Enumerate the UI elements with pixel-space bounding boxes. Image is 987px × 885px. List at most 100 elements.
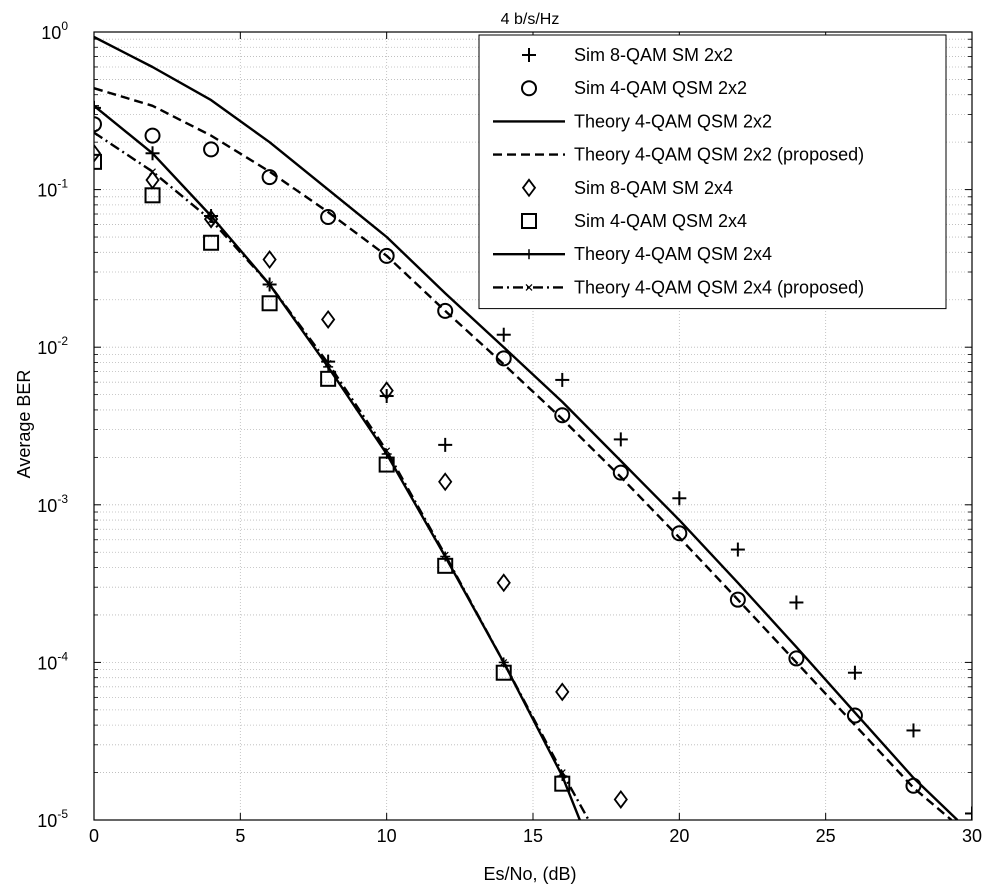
x-tick-label: 30 [962, 826, 982, 846]
circle-marker [144, 127, 161, 144]
legend-label: Sim 4-QAM QSM 2x2 [574, 78, 747, 98]
series-4 [94, 87, 953, 820]
circle-marker [554, 407, 571, 424]
square-marker [144, 187, 161, 204]
diamond-point [438, 472, 453, 492]
square-marker [94, 153, 102, 170]
x-marker-b [266, 281, 274, 288]
x-tick-label: 10 [377, 826, 397, 846]
line-point [94, 100, 99, 111]
y-tick-label: 10-4 [37, 649, 68, 673]
circle-point [671, 525, 688, 542]
x-marker-b [525, 283, 533, 291]
legend-entry: Sim 8-QAM SM 2x2 [522, 45, 733, 65]
diamond-marker [94, 143, 102, 163]
circle-point [437, 302, 454, 319]
circle-point [788, 650, 805, 667]
legend-box [478, 34, 947, 310]
legend-symbol [521, 213, 537, 229]
legend-entry: Theory 4-QAM QSM 2x2 [493, 111, 772, 131]
series-line [94, 87, 953, 820]
y-tick-label: 100 [41, 19, 68, 43]
square-point [94, 153, 102, 170]
line-point [500, 658, 508, 666]
series-2 [94, 116, 922, 794]
circle-marker [261, 169, 278, 186]
diamond-point [379, 381, 394, 401]
square-marker [261, 295, 278, 312]
line-point [383, 447, 391, 455]
line-point [207, 216, 215, 224]
legend-label: Sim 8-QAM SM 2x4 [574, 178, 733, 198]
diamond-point [496, 573, 511, 593]
plus-point [94, 100, 101, 115]
circle-point [203, 141, 220, 158]
legend-entry: Sim 4-QAM QSM 2x2 [521, 78, 747, 98]
x-tick-label: 0 [89, 826, 99, 846]
circle-point [94, 116, 102, 133]
circle-point [320, 209, 337, 226]
circle-marker [671, 525, 688, 542]
diamond-point [94, 143, 102, 163]
circle-marker [203, 141, 220, 158]
diamond-marker [262, 250, 277, 270]
chart-title: 4 b/s/Hz [501, 11, 560, 28]
legend-entry: Sim 4-QAM QSM 2x4 [521, 211, 747, 231]
plus-point [906, 723, 921, 738]
circle-marker [612, 464, 629, 481]
series-3 [94, 35, 959, 820]
x-marker-b [207, 216, 215, 224]
y-tick-label: 10-2 [37, 334, 68, 358]
line-point [324, 359, 332, 367]
y-tick-label: 10-3 [37, 492, 68, 516]
legend: Sim 8-QAM SM 2x2 Sim 4-QAM QSM 2x2 Theory … [478, 34, 947, 310]
legend-entry: Theory 4-QAM QSM 2x4 [493, 244, 772, 264]
plus-point [965, 806, 972, 820]
plus-point [730, 542, 745, 557]
legend-entry: Theory 4-QAM QSM 2x2 (proposed) [493, 145, 864, 165]
y-axis-label: Average BER [14, 370, 34, 479]
circle-point [261, 169, 278, 186]
diamond-point [321, 309, 336, 329]
x-marker-b [441, 551, 449, 559]
legend-symbol [521, 178, 537, 198]
circle-marker [729, 591, 746, 608]
plus-point [672, 491, 687, 506]
legend-symbol [521, 80, 537, 97]
diamond-marker [555, 682, 570, 702]
square-point [261, 295, 278, 312]
y-tick-label: 10-1 [37, 177, 68, 201]
x-marker-b [149, 168, 156, 176]
x-tick-label: 5 [235, 826, 245, 846]
legend-label: Theory 4-QAM QSM 2x4 (proposed) [574, 277, 864, 297]
legend-label: Sim 8-QAM SM 2x2 [574, 45, 733, 65]
square-point [203, 234, 220, 251]
circle-marker [846, 707, 863, 724]
circle-point [378, 247, 395, 264]
legend-label: Theory 4-QAM QSM 2x2 [574, 111, 772, 131]
square-point [144, 187, 161, 204]
diamond-point [613, 789, 628, 809]
legend-symbol [522, 48, 536, 62]
legend-entry: Sim 8-QAM SM 2x4 [521, 178, 733, 198]
circle-marker [521, 80, 537, 97]
circle-point [554, 407, 571, 424]
circle-point [846, 707, 863, 724]
circle-marker [788, 650, 805, 667]
diamond-marker [613, 789, 628, 809]
diamond-point [262, 250, 277, 270]
series-layer [94, 35, 972, 820]
x-marker-b [558, 769, 566, 776]
x-marker-b [324, 359, 332, 367]
legend-label: Sim 4-QAM QSM 2x4 [574, 211, 747, 231]
circle-point [729, 591, 746, 608]
line-point [441, 551, 449, 559]
square-marker [521, 213, 537, 229]
plus-point [789, 595, 804, 610]
legend-label: Theory 4-QAM QSM 2x2 (proposed) [574, 145, 864, 165]
x-marker-a [94, 131, 98, 137]
series-line [94, 131, 590, 820]
circle-marker [94, 116, 102, 133]
series-line [94, 35, 959, 820]
